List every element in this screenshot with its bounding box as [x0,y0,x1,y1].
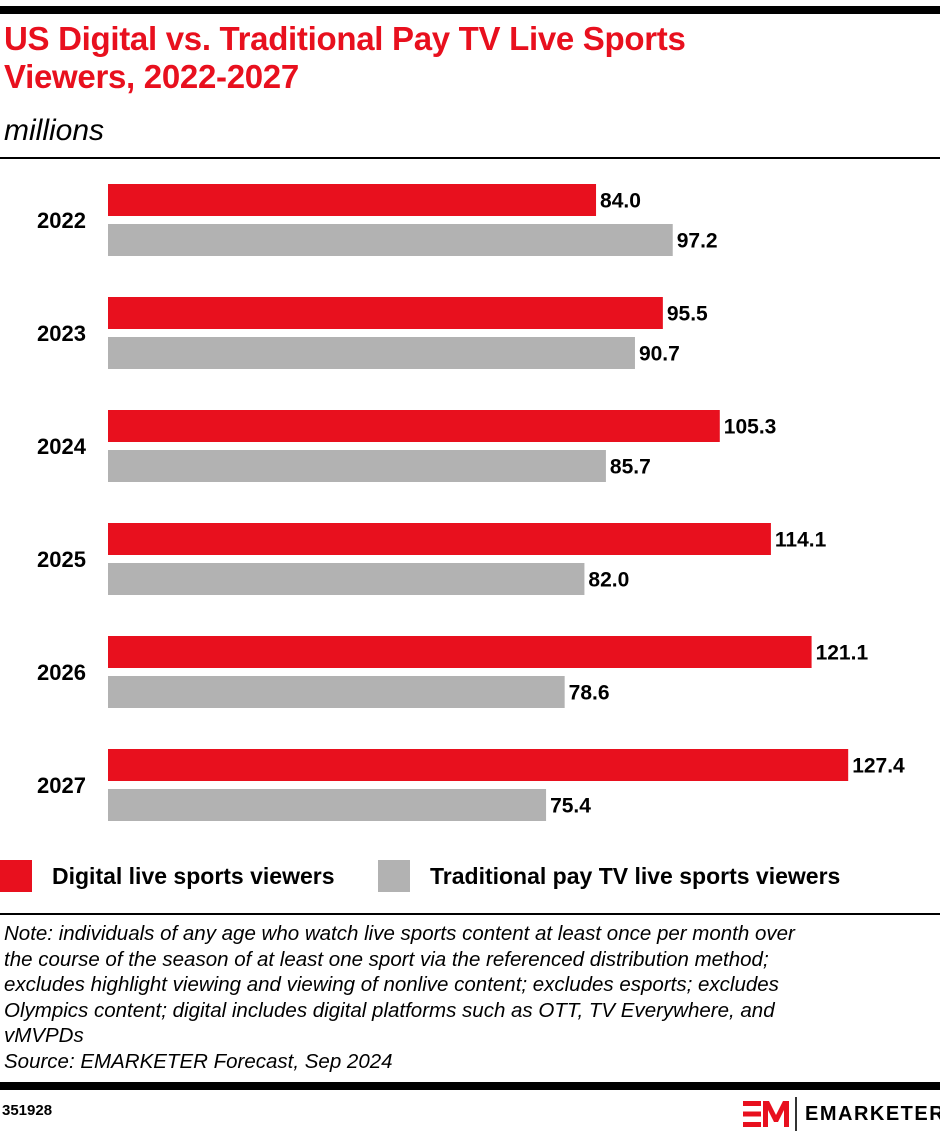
value-label-traditional: 85.7 [610,456,651,479]
bar-traditional [108,789,547,821]
value-label-traditional: 90.7 [639,343,680,366]
year-label: 2027 [37,773,86,798]
value-label-digital: 84.0 [600,190,641,213]
bar-group-2025: 2025 114.1 82.0 [37,523,827,595]
note-line: excludes highlight viewing and viewing o… [4,973,779,996]
value-label-traditional: 75.4 [550,795,591,818]
year-label: 2025 [37,547,86,572]
footnote: Note: individuals of any age who watch l… [4,921,934,1074]
bar-digital [108,749,849,781]
logo-separator [795,1097,797,1131]
bar-traditional [108,450,606,482]
bar-digital [108,523,771,555]
legend-swatch-digital [0,860,32,892]
year-label: 2024 [37,434,87,459]
value-label-traditional: 82.0 [588,569,629,592]
bar-traditional [108,563,585,595]
title-line-2: Viewers, 2022-2027 [4,58,299,95]
bar-group-2026: 2026 121.1 78.6 [37,636,868,708]
em-logo-icon [743,1101,789,1127]
chart-title: US Digital vs. Traditional Pay TV Live S… [4,20,904,96]
value-label-digital: 114.1 [775,529,827,552]
note-line: Note: individuals of any age who watch l… [4,922,795,945]
year-label: 2026 [37,660,86,685]
brand-name: EMARKETER [805,1102,940,1125]
value-label-digital: 95.5 [667,303,708,326]
year-label: 2022 [37,208,86,233]
bar-digital [108,410,720,442]
brand-logo: EMARKETER [743,1097,940,1131]
source-line: Source: EMARKETER Forecast, Sep 2024 [4,1049,393,1073]
note-line: the course of the season of at least one… [4,947,769,971]
title-line-1: US Digital vs. Traditional Pay TV Live S… [4,20,686,57]
legend-item-traditional: Traditional pay TV live sports viewers [378,860,840,892]
legend-divider [0,913,940,915]
header-divider [0,157,940,159]
bottom-rule [0,1082,940,1090]
top-rule [0,6,940,14]
chart-subtitle: millions [4,114,105,147]
bar-traditional [108,224,673,256]
bar-traditional [108,337,635,369]
legend-label-traditional: Traditional pay TV live sports viewers [430,862,841,889]
value-label-traditional: 97.2 [677,230,718,253]
note-line: Olympics content; digital includes digit… [4,998,775,1022]
bar-group-2024: 2024 105.3 85.7 [37,410,776,482]
legend: Digital live sports viewers Traditional … [0,860,940,892]
value-label-traditional: 78.6 [569,682,610,705]
legend-swatch-traditional [378,860,410,892]
bar-traditional [108,676,565,708]
legend-item-digital: Digital live sports viewers [0,860,335,892]
value-label-digital: 105.3 [724,416,777,439]
bar-digital [108,184,597,216]
value-label-digital: 121.1 [816,642,869,665]
bar-chart: 202284.097.2202395.590.72024105.385.7202… [37,184,905,821]
legend-label-digital: Digital live sports viewers [52,862,335,889]
bar-digital [108,636,812,668]
note-line: vMVPDs [4,1024,84,1047]
bar-group-2027: 2027 127.4 75.4 [37,749,905,821]
value-label-digital: 127.4 [852,755,905,778]
bar-digital [108,297,663,329]
year-label: 2023 [37,321,86,346]
chart-id: 351928 [2,1102,53,1119]
bar-group-2023: 2023 95.5 90.7 [37,297,708,369]
bar-group-2022: 2022 84.0 97.2 [37,184,718,256]
